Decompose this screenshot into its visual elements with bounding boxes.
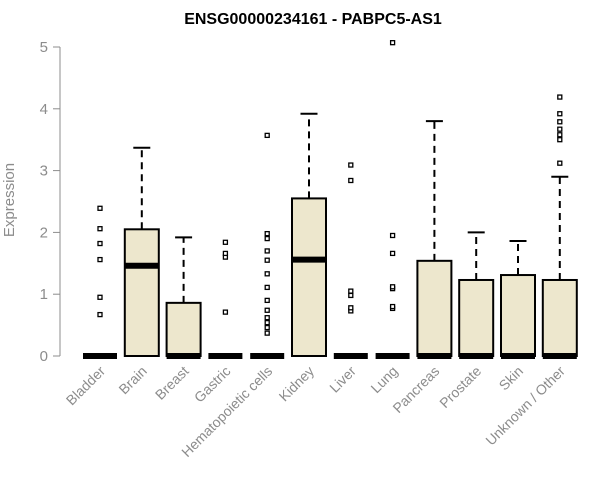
outlier-point	[222, 239, 229, 245]
box-prostate	[458, 231, 495, 359]
x-tick-label: Kidney	[276, 363, 318, 405]
outlier-point	[264, 257, 270, 263]
outlier-point	[557, 126, 563, 132]
outlier-point	[264, 330, 270, 336]
outlier-point	[348, 177, 354, 184]
outlier-point	[389, 40, 396, 46]
box-gastric	[208, 239, 243, 359]
box-body	[165, 301, 202, 357]
outlier-point	[557, 94, 563, 100]
outlier-point	[264, 284, 270, 291]
outlier-point	[557, 132, 563, 138]
box-body	[123, 228, 160, 357]
y-tick-label: 5	[40, 39, 48, 56]
outlier-point	[557, 160, 563, 166]
outlier-point	[264, 235, 270, 242]
box-body	[416, 259, 453, 357]
outlier-point	[389, 232, 396, 239]
outlier-point	[264, 307, 270, 313]
box-liver	[333, 162, 368, 359]
outlier-point	[264, 132, 270, 139]
box-bladder	[83, 205, 117, 359]
box-body	[500, 274, 536, 357]
outlier-point	[264, 319, 270, 326]
x-tick-label: Breast	[152, 363, 192, 403]
y-tick-label: 4	[40, 101, 48, 118]
box-kidney	[291, 112, 327, 357]
y-axis: 0 1 2 3 4 5	[40, 39, 61, 365]
chart-title: ENSG00000234161 - PABPC5-AS1	[184, 11, 442, 28]
outlier-point	[348, 305, 354, 311]
x-tick-label: Skin	[496, 363, 527, 394]
outlier-point	[557, 119, 563, 125]
outlier-point	[97, 240, 103, 247]
box-skin	[500, 240, 536, 359]
boxes-group	[83, 40, 578, 359]
x-tick-label: Liver	[326, 363, 359, 396]
outlier-point	[97, 226, 103, 232]
outlier-point	[222, 250, 229, 257]
y-axis-label: Expression	[1, 163, 18, 237]
box-brain	[123, 146, 160, 357]
x-tick-label: Bladder	[63, 363, 109, 409]
outlier-point	[264, 248, 270, 254]
box-hematopoietic-cells	[250, 132, 285, 359]
outlier-point	[264, 324, 270, 331]
outlier-point	[97, 294, 103, 300]
outlier-point	[348, 292, 354, 299]
y-tick-label: 1	[40, 286, 48, 303]
outlier-point	[97, 205, 103, 211]
y-tick-label: 0	[40, 348, 48, 365]
outlier-point	[264, 271, 270, 277]
box-breast	[165, 236, 202, 359]
box-body	[541, 278, 578, 357]
box-lung	[375, 40, 410, 359]
box-body	[458, 278, 495, 357]
x-tick-label: Brain	[115, 363, 149, 397]
box-body	[291, 197, 327, 357]
outlier-point	[348, 162, 354, 168]
outlier-point	[389, 303, 396, 310]
outlier-point	[348, 288, 354, 294]
x-tick-label: Prostate	[436, 363, 484, 411]
y-tick-label: 3	[40, 163, 48, 180]
outlier-point	[557, 137, 563, 143]
outlier-point	[264, 230, 270, 237]
outlier-point	[97, 311, 103, 318]
outlier-point	[222, 309, 229, 315]
outlier-point	[389, 284, 396, 290]
outlier-point	[264, 315, 270, 321]
x-tick-label: Unknown / Other	[482, 363, 568, 449]
box-unknown-other	[541, 94, 578, 359]
outlier-point	[557, 111, 563, 117]
outlier-point	[264, 297, 270, 304]
y-tick-label: 2	[40, 224, 48, 241]
outlier-point	[97, 256, 103, 263]
outlier-point	[389, 250, 396, 257]
box-pancreas	[416, 120, 453, 359]
x-tick-label: Lung	[367, 363, 400, 396]
